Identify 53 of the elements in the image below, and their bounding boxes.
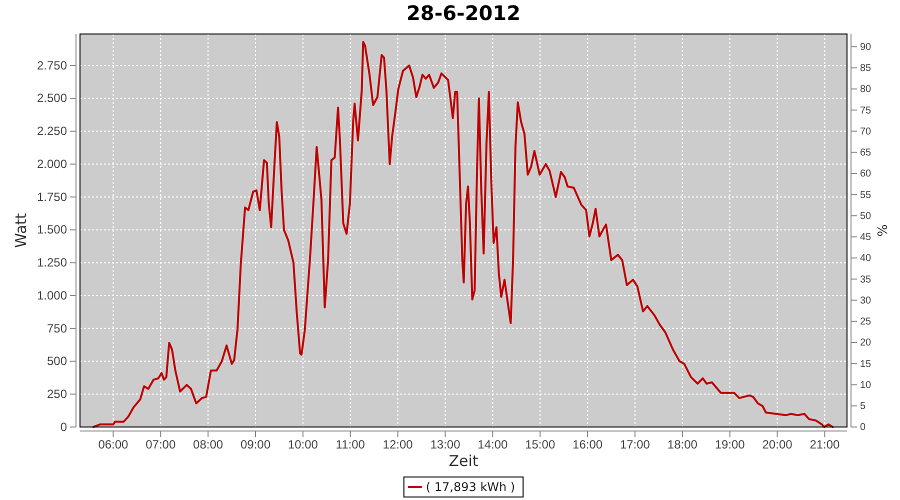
- y-axis-title: Watt: [12, 212, 30, 248]
- x-tick-label: 06:00: [98, 438, 129, 452]
- chart-title: 28-6-2012: [406, 1, 521, 25]
- y2-tick-label: 40: [860, 253, 872, 264]
- x-tick-label: 20:00: [762, 438, 793, 452]
- x-tick-label: 09:00: [240, 438, 271, 452]
- y2-tick-label: 65: [860, 148, 872, 159]
- y-tick-label: 250: [46, 386, 68, 401]
- y2-tick-label: 80: [860, 84, 872, 96]
- y2-tick-label: 20: [860, 338, 872, 349]
- x-tick-label: 15:00: [525, 438, 556, 452]
- y2-tick-label: 45: [860, 232, 872, 244]
- y2-tick-label: 70: [860, 126, 872, 138]
- x-tick-label: 19:00: [714, 438, 746, 452]
- y-tick-label: 1.500: [36, 222, 68, 237]
- y-tick-label: 2.250: [36, 124, 68, 138]
- y2-tick-label: 10: [860, 380, 872, 391]
- y-tick-label: 750: [46, 321, 68, 336]
- x-tick-label: 18:00: [667, 438, 698, 452]
- y2-tick-label: 35: [860, 274, 872, 286]
- y-tick-label: 1.000: [36, 288, 68, 302]
- y-tick-label: 1.750: [36, 190, 68, 204]
- y2-tick-label: 90: [860, 42, 872, 53]
- y2-tick-label: 55: [860, 190, 872, 201]
- x-tick-label: 10:00: [288, 438, 318, 452]
- y-tick-label: 1.250: [36, 256, 68, 270]
- y-tick-label: 2.500: [36, 91, 68, 106]
- y-tick-label: 2.750: [36, 58, 68, 72]
- y-tick-label: 2.000: [36, 156, 68, 171]
- x-tick-label: 13:00: [430, 438, 461, 452]
- y2-tick-label: 75: [860, 105, 872, 116]
- y2-axis-title: %: [876, 224, 891, 237]
- y2-tick-label: 15: [860, 358, 872, 370]
- y2-tick-label: 50: [860, 210, 872, 222]
- y-tick-label: 0: [60, 420, 68, 434]
- y2-tick-label: 60: [860, 168, 872, 180]
- y2-tick-label: 25: [860, 316, 872, 328]
- x-tick-label: 17:00: [620, 438, 650, 452]
- y2-tick-label: 5: [860, 401, 866, 412]
- x-tick-label: 14:00: [478, 438, 508, 452]
- y2-tick-label: 85: [860, 63, 872, 74]
- x-tick-label: 21:00: [810, 438, 840, 452]
- x-axis-title: Zeit: [448, 452, 478, 470]
- x-tick-label: 12:00: [382, 438, 414, 452]
- x-tick-label: 11:00: [336, 438, 366, 452]
- x-tick-label: 16:00: [572, 438, 603, 452]
- x-tick-label: 07:00: [146, 438, 176, 452]
- y-tick-label: 500: [46, 354, 68, 368]
- y2-tick-label: 30: [860, 295, 872, 306]
- x-tick-label: 08:00: [193, 438, 224, 452]
- y2-tick-label: 0: [860, 422, 866, 434]
- legend-label: ( 17,893 kWh ): [426, 480, 516, 494]
- line-series: [92, 40, 834, 428]
